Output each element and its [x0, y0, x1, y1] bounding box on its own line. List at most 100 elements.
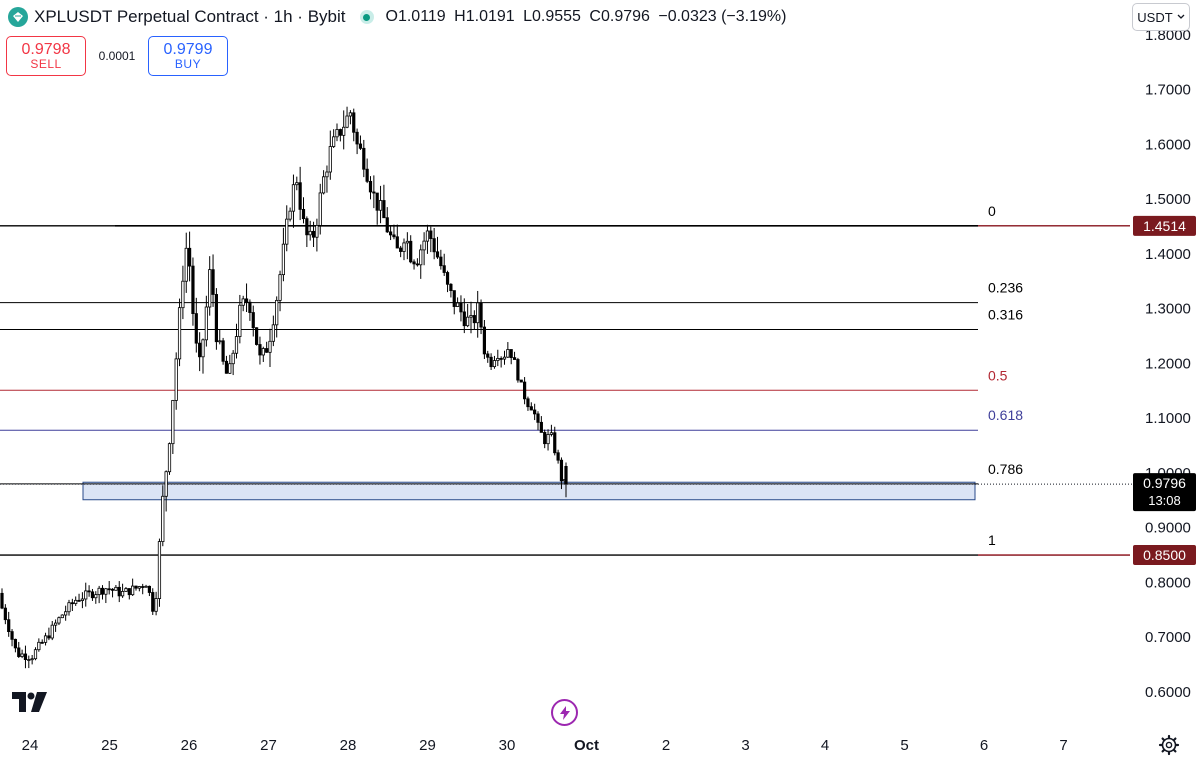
- candle-body: [147, 585, 151, 593]
- candle-body: [315, 225, 319, 238]
- candle-body: [204, 306, 208, 341]
- candle-body: [10, 631, 14, 640]
- candle-body: [144, 585, 148, 588]
- market-open-status-icon: [359, 10, 374, 24]
- last-price-value: 0.9796: [1143, 475, 1186, 491]
- candle-body: [50, 624, 54, 639]
- candle-body: [325, 171, 329, 178]
- fib-level-label: 0.618: [988, 407, 1023, 423]
- candle-body: [117, 586, 121, 597]
- candle-body: [70, 602, 74, 605]
- candle-body: [442, 265, 446, 273]
- candle-body: [533, 409, 537, 415]
- y-axis-tick-label: 1.5000: [1145, 191, 1191, 208]
- sell-price: 0.9798: [21, 40, 71, 58]
- candle-body: [0, 592, 4, 609]
- candle-body: [90, 591, 95, 599]
- candle-body: [549, 432, 554, 435]
- candle-body: [37, 641, 41, 651]
- tradingview-logo-icon[interactable]: [12, 692, 48, 717]
- candle-body: [275, 299, 279, 326]
- candle-body: [388, 231, 393, 236]
- change-value: −0.0323 (−3.19%): [658, 8, 787, 25]
- high-label: H: [454, 8, 466, 25]
- candle-body: [365, 168, 369, 182]
- buy-button[interactable]: 0.9799 BUY: [148, 36, 228, 76]
- candle-body: [221, 340, 225, 362]
- x-axis-tick-label: 27: [260, 737, 277, 754]
- fib-level-label: 0.5: [988, 367, 1008, 383]
- candle-body: [415, 263, 420, 266]
- fib-level-label: 0: [988, 203, 996, 219]
- symbol-logo-icon[interactable]: [8, 7, 28, 27]
- candle-body: [409, 240, 413, 263]
- candle-body: [17, 647, 21, 657]
- candle-body: [352, 112, 356, 133]
- candle-body: [489, 356, 493, 368]
- candle-body: [191, 265, 195, 314]
- x-axis-tick-label: Oct: [574, 737, 599, 754]
- candle-body: [154, 598, 158, 612]
- candle-body: [171, 400, 175, 445]
- candle-body: [64, 611, 68, 616]
- candle-body: [278, 274, 282, 301]
- gear-icon[interactable]: [1158, 734, 1180, 756]
- x-axis-tick-label: 3: [741, 737, 749, 754]
- candle-body: [335, 129, 339, 138]
- candle-body: [378, 200, 383, 211]
- symbol-title[interactable]: XPLUSDT Perpetual Contract · 1h · Bybit: [34, 7, 346, 26]
- candle-body: [469, 315, 473, 318]
- y-axis-tick-label: 1.2000: [1145, 355, 1191, 372]
- candle-body: [459, 302, 463, 313]
- candle-body: [512, 357, 517, 360]
- candle-body: [321, 176, 326, 194]
- candle-body: [486, 353, 490, 358]
- candle-body: [338, 129, 342, 136]
- candle-body: [529, 406, 533, 411]
- price-axis-badge: [1133, 545, 1196, 566]
- candle-body: [449, 283, 453, 292]
- candle-body: [161, 495, 165, 542]
- candle-body: [211, 269, 215, 295]
- candle-body: [254, 327, 259, 345]
- candle-body: [536, 413, 540, 423]
- currency-selector[interactable]: USDT: [1132, 3, 1190, 31]
- ohlc-values: O1.0119 H1.0191 L0.9555 C0.9796 −0.0323 …: [386, 8, 791, 26]
- candle-body: [358, 143, 363, 149]
- candle-body: [422, 240, 426, 251]
- candle-body: [27, 659, 31, 661]
- candle-body: [429, 230, 433, 240]
- fib-level-label: 0.316: [988, 307, 1023, 323]
- sell-button[interactable]: 0.9798 SELL: [6, 36, 86, 76]
- candle-body: [107, 588, 111, 591]
- candle-body: [311, 230, 316, 238]
- y-axis-tick-label: 0.7000: [1145, 629, 1191, 646]
- candle-body: [382, 200, 386, 219]
- candle-body: [345, 115, 349, 128]
- price-axis-badge: [1133, 215, 1196, 236]
- candle-body: [362, 147, 366, 170]
- open-value: 1.0119: [397, 8, 446, 25]
- candle-body: [291, 184, 296, 212]
- candle-body: [372, 191, 376, 194]
- candle-body: [553, 432, 557, 454]
- demand-zone-rectangle[interactable]: [82, 481, 976, 501]
- candle-body: [141, 586, 145, 588]
- candle-body: [54, 622, 58, 626]
- lightning-icon[interactable]: [551, 699, 578, 726]
- open-label: O: [385, 8, 398, 25]
- candle-body: [74, 599, 78, 604]
- y-axis-tick-label: 1.4000: [1145, 246, 1191, 263]
- high-value: 1.0191: [465, 8, 515, 25]
- candle-body: [214, 294, 218, 343]
- candle-body: [234, 336, 239, 354]
- candle-body: [281, 243, 286, 276]
- candle-body: [43, 635, 48, 643]
- candlestick-series[interactable]: [0, 106, 568, 669]
- fib-level-label: 1: [988, 532, 996, 548]
- fib-level-label: 0.786: [988, 461, 1023, 477]
- last-price-badge: [1133, 473, 1196, 512]
- candle-body: [348, 112, 353, 117]
- x-axis-tick-label: 2: [662, 737, 670, 754]
